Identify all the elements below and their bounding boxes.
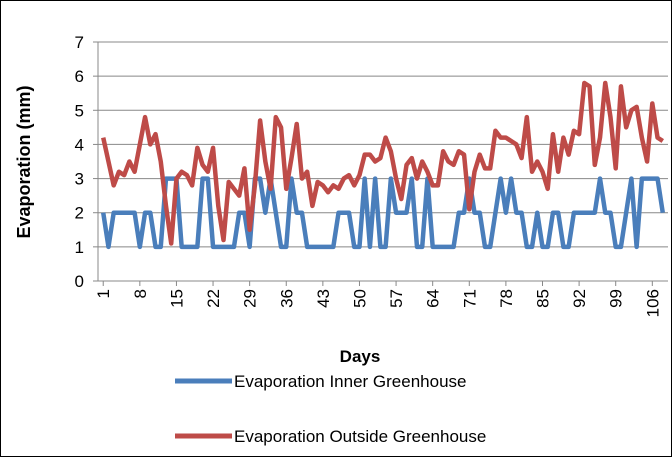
x-tick-label: 99 [607, 289, 626, 308]
x-tick-label: 78 [497, 289, 516, 308]
series-line [101, 176, 665, 250]
x-tick-label: 22 [204, 289, 223, 308]
x-tick-label: 85 [533, 289, 552, 308]
legend-label: Evaporation Inner Greenhouse [234, 372, 467, 391]
x-tick-label: 15 [167, 289, 186, 308]
series-line [101, 80, 665, 246]
x-tick-label: 71 [460, 289, 479, 308]
y-tick-label: 3 [75, 170, 84, 189]
y-tick-label: 5 [75, 101, 84, 120]
legend-label: Evaporation Outside Greenhouse [234, 427, 486, 446]
x-tick-label: 92 [570, 289, 589, 308]
x-tick-label: 64 [424, 289, 443, 308]
x-tick-label: 36 [277, 289, 296, 308]
x-tick-label: 8 [131, 289, 150, 298]
x-tick-label: 43 [314, 289, 333, 308]
y-axis-label: Evaporation (mm) [14, 85, 34, 238]
x-tick-label: 57 [387, 289, 406, 308]
y-tick-label: 6 [75, 67, 84, 86]
x-tick-label: 50 [350, 289, 369, 308]
x-tick-label: 1 [94, 289, 113, 298]
x-axis-label: Days [340, 347, 381, 366]
y-tick-label: 7 [75, 33, 84, 52]
y-tick-label: 2 [75, 204, 84, 223]
x-tick-label: 106 [643, 289, 662, 317]
x-tick-label: 29 [241, 289, 260, 308]
y-tick-label: 1 [75, 238, 84, 257]
y-tick-label: 0 [75, 272, 84, 291]
y-tick-label: 4 [75, 135, 84, 154]
